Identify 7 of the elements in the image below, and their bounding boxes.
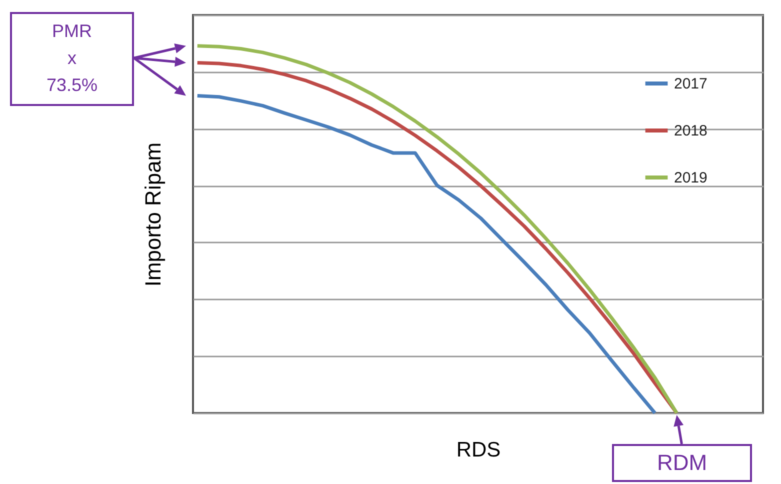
legend-label: 2019 [674,170,708,186]
text: RDM [612,444,752,482]
y-axis-title: Importo Ripam [140,142,166,287]
text: PMR x 73.5% [10,12,134,106]
legend-label: 2017 [674,76,708,92]
legend-label: 2018 [674,122,708,140]
x-axis-title: RDS [456,438,501,462]
